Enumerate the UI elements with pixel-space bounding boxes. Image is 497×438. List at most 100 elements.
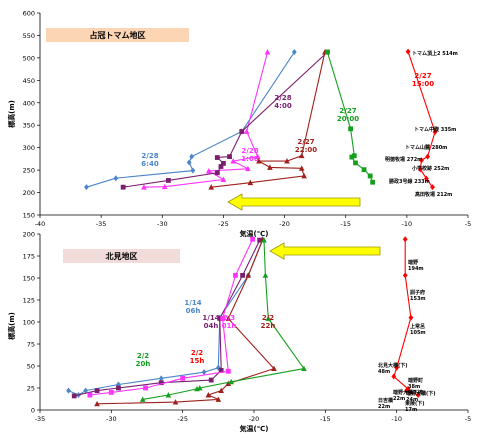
data-point	[370, 179, 376, 185]
data-point	[186, 159, 192, 166]
data-point	[301, 365, 307, 372]
series-label: 2/28 4:00	[274, 94, 292, 110]
x-tick-label: -25	[177, 415, 188, 423]
y-tick-label: 125	[23, 297, 35, 305]
data-point	[108, 390, 114, 395]
data-point	[405, 385, 411, 392]
x-tick-label: -30	[106, 415, 117, 423]
station-label: 北見大橋(下) 48m	[378, 362, 408, 375]
y-tick-label: 400	[23, 99, 35, 107]
station-label: 明徳牧場 272m	[385, 156, 422, 163]
data-point	[394, 364, 400, 371]
data-point	[139, 396, 146, 402]
data-point	[298, 165, 305, 171]
data-point	[230, 158, 237, 164]
x-tick-label: -20	[279, 220, 290, 228]
data-point	[208, 184, 214, 190]
data-point	[233, 272, 238, 278]
data-point	[116, 381, 121, 388]
data-point	[291, 49, 297, 56]
data-point	[257, 237, 263, 243]
data-point	[261, 237, 267, 243]
series-line	[89, 239, 254, 396]
data-point	[215, 396, 222, 402]
series-label: 2/27 15:00	[412, 72, 434, 88]
data-point	[113, 175, 119, 182]
data-point	[220, 176, 227, 182]
series-label: 2/2 15h	[190, 349, 205, 365]
series-line	[86, 51, 295, 188]
y-tick-label: 75	[27, 341, 35, 349]
data-point	[256, 158, 262, 164]
data-point	[217, 316, 223, 321]
data-point	[415, 392, 421, 399]
station-label: 上常呂 105m	[410, 323, 426, 336]
data-point	[349, 154, 355, 160]
data-point	[264, 49, 271, 55]
data-point	[196, 385, 203, 391]
station-label: 小学校跡 252m	[412, 165, 449, 172]
data-point	[228, 378, 234, 385]
data-point	[189, 153, 195, 160]
data-point	[94, 388, 100, 394]
data-point	[432, 128, 438, 135]
data-point	[243, 128, 250, 134]
x-tick-label: -30	[157, 220, 168, 228]
data-point	[218, 387, 224, 394]
data-point	[94, 400, 100, 407]
data-point	[225, 368, 231, 374]
station-label: 高田牧場 212m	[415, 191, 452, 198]
x-tick-label: -25	[218, 220, 229, 228]
y-tick-label: 50	[27, 363, 35, 371]
x-tick-label: -35	[35, 415, 46, 423]
data-point	[424, 175, 429, 182]
series-label: 2/3 01h	[222, 314, 237, 330]
y-tick-label: 25	[27, 385, 35, 393]
data-point	[405, 48, 411, 55]
data-point	[265, 315, 272, 321]
station-label: 訓子府 153m	[410, 289, 426, 302]
y-tick-label: 100	[23, 319, 35, 327]
data-point	[158, 375, 164, 382]
data-point	[172, 399, 179, 405]
data-point	[166, 178, 171, 183]
series-label: 2/2 20h	[136, 352, 151, 368]
station-label: トマム中腹 335m	[414, 126, 456, 133]
data-point	[215, 364, 221, 371]
y-tick-label: 550	[23, 32, 35, 40]
data-point	[66, 387, 71, 394]
data-point	[120, 184, 126, 190]
y-axis-title: 標高(m)	[7, 100, 16, 128]
data-point	[214, 170, 220, 176]
x-tick-label: -5	[465, 415, 471, 423]
station-label: 端野大橋(下) 24m	[406, 390, 436, 403]
y-tick-label: 600	[23, 10, 35, 18]
data-point	[158, 380, 164, 386]
data-point	[205, 392, 212, 398]
left-arrow	[269, 242, 381, 260]
series-label: 2/28 6:40	[141, 152, 159, 168]
data-point	[408, 314, 414, 321]
data-point	[417, 166, 423, 173]
data-point	[220, 316, 226, 321]
series-label: 2/27 20:00	[337, 107, 359, 123]
y-tick-label: 450	[23, 77, 35, 85]
data-point	[245, 272, 252, 278]
data-point	[301, 172, 307, 179]
x-tick-label: -40	[35, 220, 46, 228]
data-point	[351, 153, 357, 159]
station-label: 端野大橋下流 22m	[393, 389, 423, 402]
data-point	[353, 160, 358, 166]
data-point	[205, 168, 212, 174]
data-point	[225, 315, 232, 321]
series-line	[143, 51, 269, 188]
data-point	[208, 377, 214, 383]
station-label: トマム頂上2 514m	[412, 50, 458, 57]
data-point	[225, 380, 232, 386]
data-point	[227, 154, 232, 160]
data-point	[87, 392, 93, 398]
x-tick-label: -10	[391, 415, 402, 423]
station-label: トマム山麓 280m	[405, 144, 447, 151]
station-label: 東陵(下) 17m	[405, 400, 425, 413]
